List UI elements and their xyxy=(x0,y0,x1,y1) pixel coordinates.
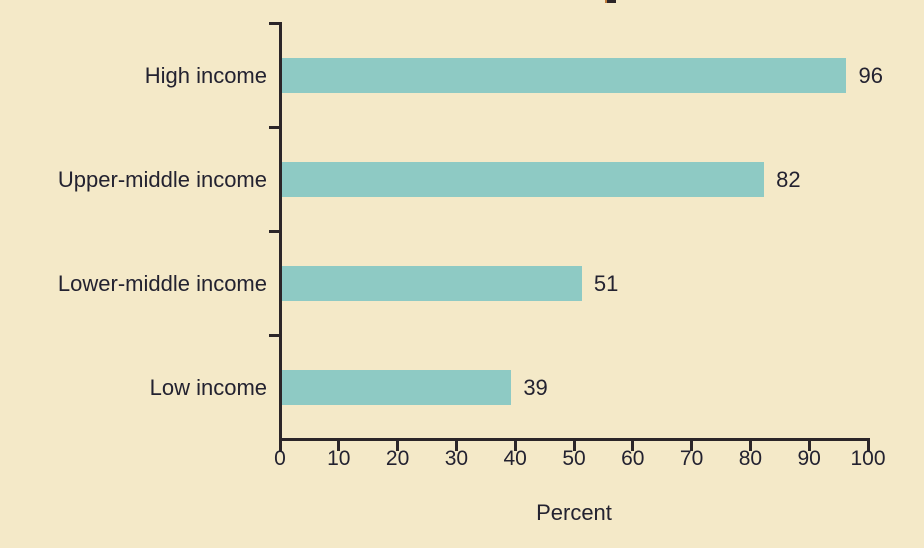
x-axis-label: Percent xyxy=(536,500,612,525)
y-axis-tick xyxy=(269,230,280,233)
x-axis-tick-label: 90 xyxy=(797,447,821,470)
x-axis-tick xyxy=(454,441,458,451)
category-label: High income xyxy=(144,62,267,88)
cropped-title-fragment xyxy=(605,0,616,3)
x-axis-tick-label: 60 xyxy=(621,447,645,470)
x-axis-tick xyxy=(631,441,635,451)
x-axis-tick xyxy=(572,441,576,451)
bar xyxy=(282,57,847,93)
x-axis-tick-label: 30 xyxy=(444,447,469,470)
x-axis-tick xyxy=(866,441,870,451)
x-axis-tick-label: 80 xyxy=(738,447,763,470)
y-axis-tick xyxy=(269,21,280,25)
value-label: 51 xyxy=(593,271,619,297)
x-axis-tick-label: 50 xyxy=(562,447,586,470)
category-label: Lower-middle income xyxy=(57,271,267,297)
x-axis-tick-label: 70 xyxy=(679,447,704,470)
x-axis-tick xyxy=(690,441,694,451)
x-axis-tick xyxy=(807,441,811,451)
bar xyxy=(282,266,582,302)
x-axis-tick-label: 20 xyxy=(385,447,410,470)
x-axis-tick xyxy=(748,441,752,451)
x-axis-tick-label: 0 xyxy=(274,447,286,470)
category-label: Low income xyxy=(149,375,267,401)
bar xyxy=(282,161,765,197)
x-axis-tick xyxy=(396,441,400,451)
x-axis-line xyxy=(279,438,870,441)
x-axis-tick xyxy=(278,441,282,451)
value-label: 39 xyxy=(523,375,548,401)
y-axis-tick xyxy=(269,125,280,129)
y-axis-line xyxy=(279,22,282,441)
value-label: 82 xyxy=(776,166,801,192)
x-axis-tick-label: 10 xyxy=(327,447,351,470)
bar xyxy=(282,370,512,406)
x-axis-tick xyxy=(337,441,341,451)
x-axis-tick-label: 40 xyxy=(503,447,527,470)
y-axis-tick xyxy=(269,334,280,338)
x-axis-tick xyxy=(513,441,517,451)
category-label: Upper-middle income xyxy=(57,166,267,192)
x-axis-tick-label: 100 xyxy=(850,447,886,470)
value-label: 96 xyxy=(858,62,883,88)
